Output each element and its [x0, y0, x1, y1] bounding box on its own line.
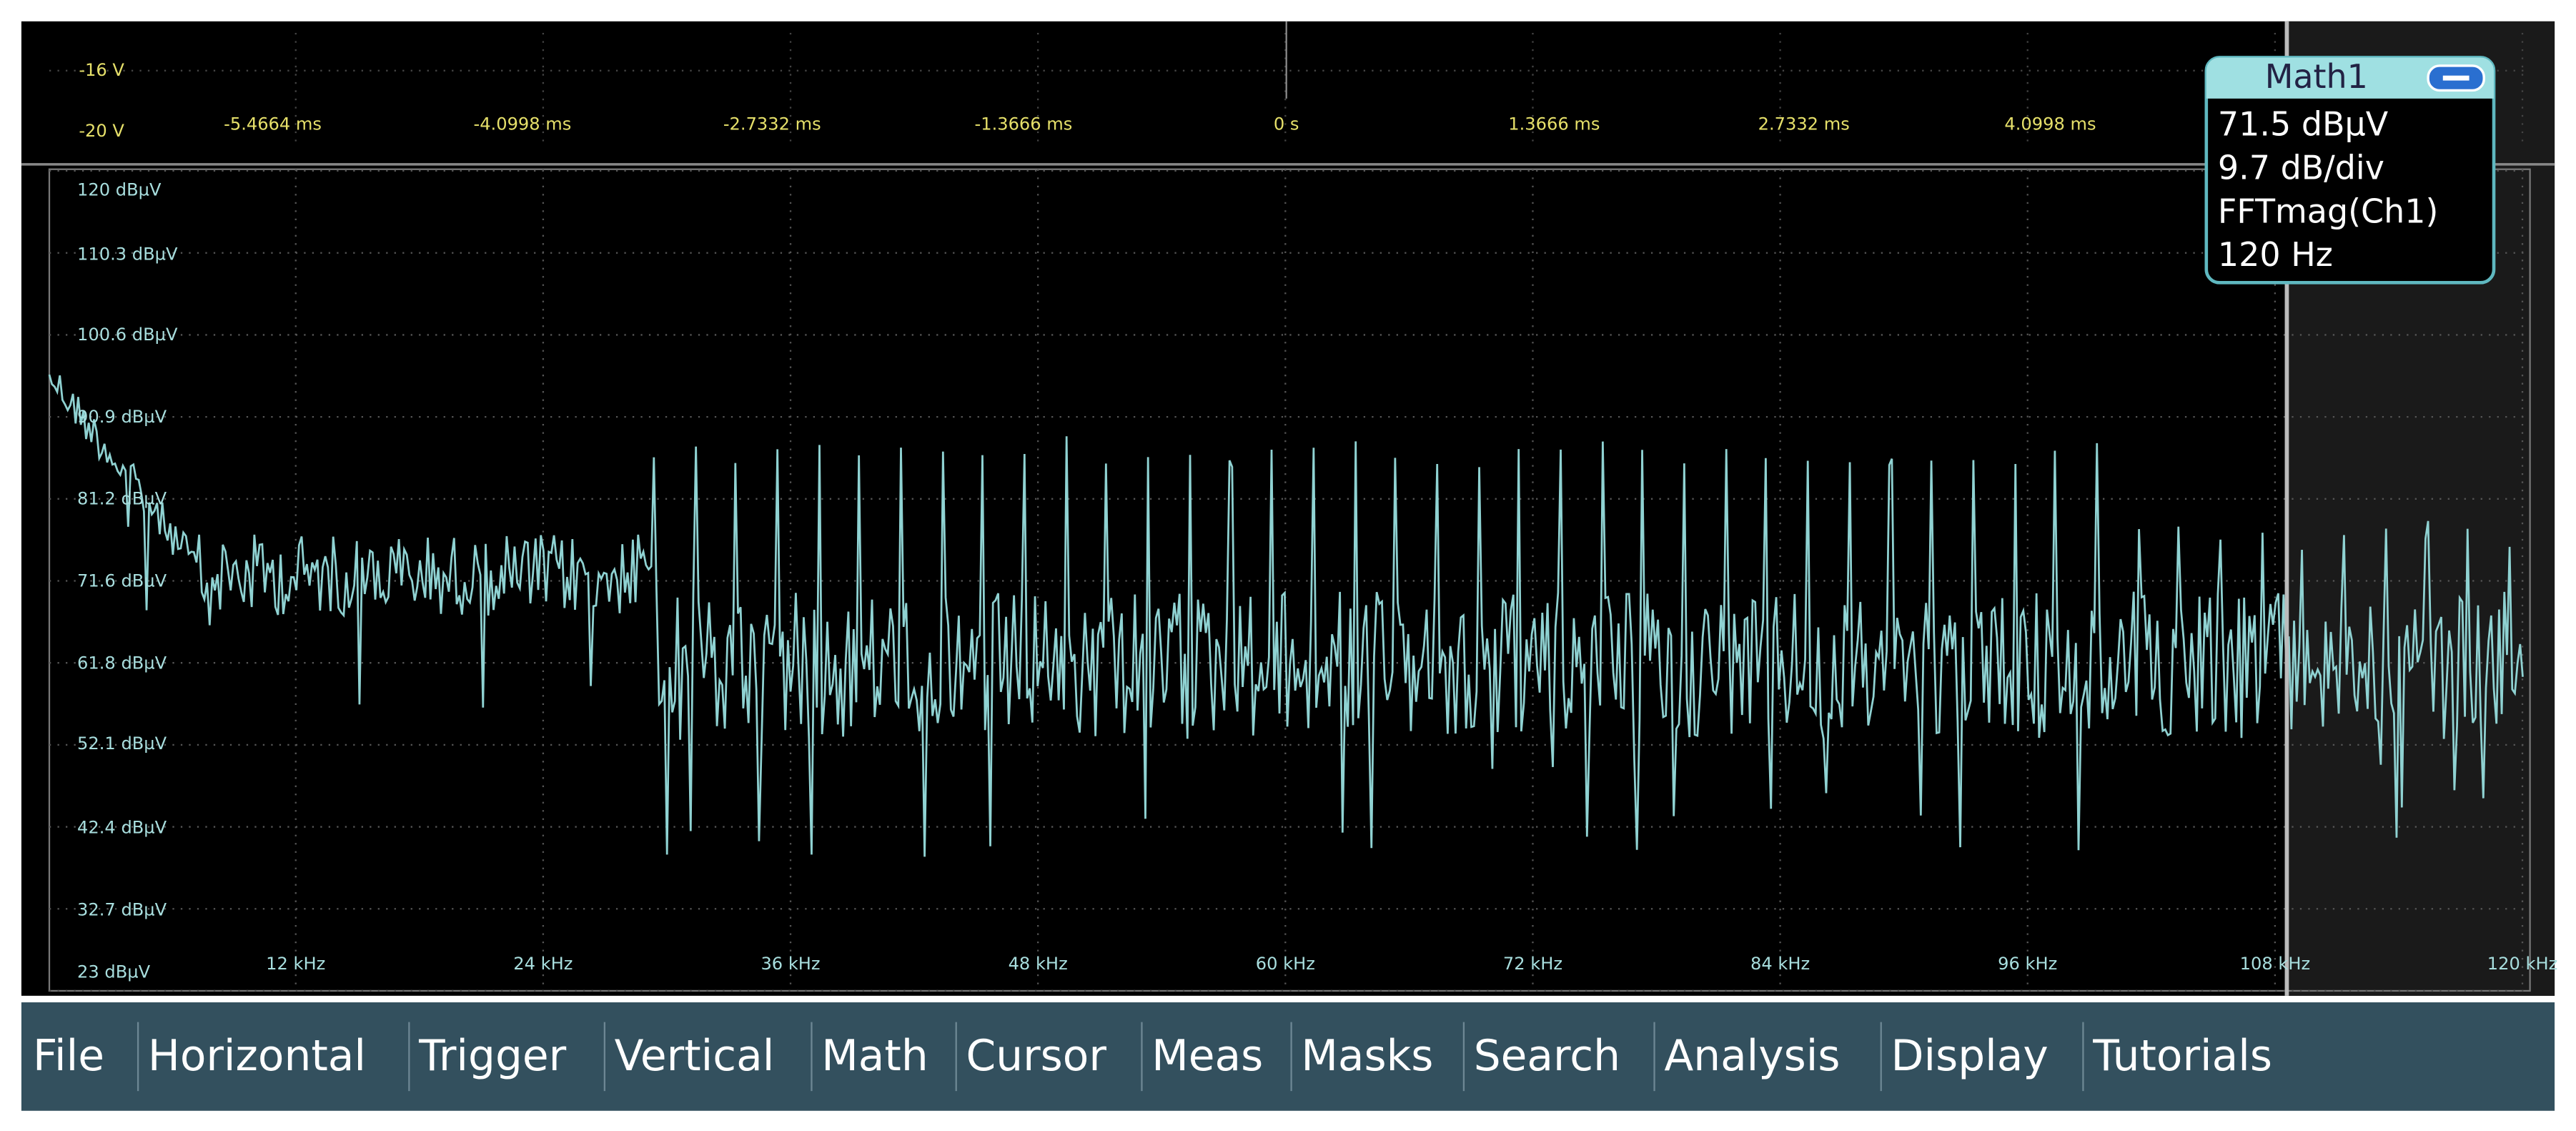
x-label: 36 kHz	[761, 954, 820, 974]
menu-item[interactable]: Tutorials	[2092, 1032, 2272, 1081]
y-label: 32.7 dBµV	[77, 899, 167, 919]
display	[21, 21, 2555, 996]
math-line: 71.5 dBµV	[2218, 104, 2389, 143]
math-box-title: Math1	[2265, 57, 2368, 96]
x-label: 24 kHz	[513, 954, 573, 974]
y-label: 120 dBµV	[77, 180, 162, 200]
menu-item[interactable]: Meas	[1151, 1032, 1263, 1081]
menu-item[interactable]: Math	[821, 1032, 928, 1081]
menu-item[interactable]: Cursor	[966, 1032, 1107, 1081]
x-label: 108 kHz	[2240, 954, 2311, 974]
volt-label: -20 V	[79, 121, 124, 141]
x-label: 120 kHz	[2487, 954, 2558, 974]
math-box[interactable]: Math1 71.5 dBµV 9.7 dB/div FFTmag(Ch1) 120 …	[2204, 56, 2496, 285]
time-label: -5.4664 ms	[224, 114, 322, 134]
y-label: 100.6 dBµV	[77, 325, 178, 345]
time-label: 0 s	[1274, 114, 1299, 134]
x-label: 60 kHz	[1256, 954, 1315, 974]
time-label: -2.7332 ms	[723, 114, 821, 134]
menu: File Horizontal Trigger Vertical Math Cursor M…	[33, 1022, 2272, 1092]
x-label: 12 kHz	[266, 954, 325, 974]
math-box-header	[2206, 57, 2495, 99]
collapse-icon	[2442, 75, 2470, 81]
menu-item[interactable]: Masks	[1301, 1032, 1433, 1081]
menu-bar	[21, 1002, 2555, 1111]
time-label: 4.0998 ms	[2004, 114, 2096, 134]
menu-item[interactable]: Search	[1474, 1032, 1620, 1081]
y-label: 23 dBµV	[77, 962, 151, 982]
y-label: 110.3 dBµV	[77, 244, 178, 264]
time-label: 2.7332 ms	[1758, 114, 1850, 134]
volt-label: -16 V	[79, 60, 124, 80]
menu-item[interactable]: Vertical	[615, 1032, 775, 1081]
y-label: 61.8 dBµV	[77, 653, 167, 673]
math-line: FFTmag(Ch1)	[2218, 192, 2439, 230]
labels: 120 dBµV 110.3 dBµV 100.6 dBµV 90.9 dBµV 81.…	[77, 60, 2557, 982]
x-label: 48 kHz	[1009, 954, 1068, 974]
menu-item[interactable]: Display	[1891, 1032, 2049, 1081]
menu-item[interactable]: Horizontal	[148, 1032, 366, 1081]
x-label: 72 kHz	[1503, 954, 1562, 974]
y-label: 90.9 dBµV	[77, 407, 167, 427]
time-label: -1.3666 ms	[975, 114, 1073, 134]
menu-item[interactable]: Analysis	[1664, 1032, 1840, 1081]
menu-item[interactable]: File	[33, 1032, 104, 1081]
time-label: -4.0998 ms	[474, 114, 572, 134]
y-label: 81.2 dBµV	[77, 489, 167, 509]
y-label: 71.6 dBµV	[77, 571, 167, 591]
time-label: 1.3666 ms	[1508, 114, 1600, 134]
fft-trace	[48, 374, 2524, 857]
y-label: 42.4 dBµV	[77, 817, 167, 837]
menu-item[interactable]: Trigger	[418, 1032, 566, 1081]
math-line: 9.7 dB/div	[2218, 148, 2384, 187]
y-label: 52.1 dBµV	[77, 734, 167, 754]
x-label: 84 kHz	[1750, 954, 1810, 974]
math-line: 120 Hz	[2218, 235, 2333, 274]
grid	[49, 32, 2530, 992]
x-label: 96 kHz	[1998, 954, 2057, 974]
